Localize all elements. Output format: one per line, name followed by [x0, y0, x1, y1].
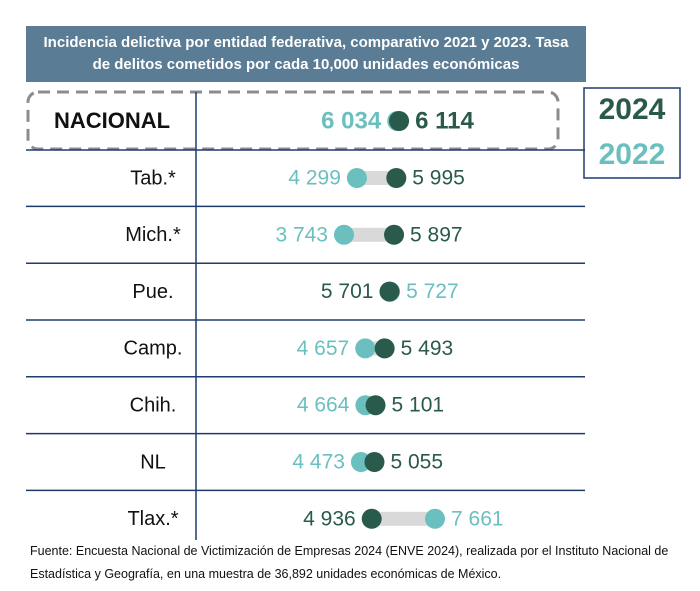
- value-label: 3 743: [275, 223, 328, 246]
- source-note: Fuente: Encuesta Nacional de Victimizaci…: [30, 544, 669, 581]
- value-label: 5 493: [401, 337, 454, 360]
- legend-entry: 2022: [599, 138, 666, 171]
- dot: [386, 168, 407, 188]
- value-label: 4 664: [297, 394, 350, 417]
- value-label: 5 995: [412, 167, 465, 190]
- value-label: 5 897: [410, 223, 463, 246]
- value-label: 6 114: [415, 107, 474, 134]
- value-label: 5 701: [321, 280, 374, 303]
- category-label: Chih.: [130, 394, 177, 416]
- dot: [384, 224, 405, 245]
- category-label: Mich.*: [125, 224, 181, 246]
- value-label: 4 299: [288, 167, 341, 190]
- category-label: NL: [140, 451, 166, 473]
- category-label: NACIONAL: [54, 108, 170, 133]
- highlight-box: [26, 90, 560, 151]
- connector: [344, 227, 395, 242]
- value-label: 4 936: [303, 507, 356, 530]
- value-label: 4 473: [292, 451, 345, 474]
- value-label: 4 657: [297, 337, 350, 360]
- dot: [365, 395, 386, 416]
- dot: [364, 452, 385, 472]
- category-label: Tab.*: [130, 167, 176, 189]
- dot: [355, 338, 376, 359]
- value-label: 7 661: [451, 507, 504, 530]
- category-label: Tlax.*: [127, 508, 178, 530]
- legend-box: [583, 87, 681, 179]
- value-label: 5 055: [390, 451, 443, 474]
- value-label: 6 034: [321, 107, 382, 134]
- dot: [361, 508, 382, 529]
- category-label: Pue.: [132, 281, 173, 303]
- chart: 2024 2022 NACIONAL 6 034 6 114 Tab.* 4 299 5 …: [26, 87, 681, 540]
- dot: [425, 508, 445, 529]
- legend-entry: 2024: [599, 93, 666, 126]
- dot: [334, 224, 354, 245]
- value-label: 5 101: [392, 394, 445, 417]
- chart-title: Incidencia delictiva por entidad federat…: [26, 26, 586, 82]
- category-label: Camp.: [124, 338, 183, 360]
- value-label: 5 727: [406, 280, 459, 303]
- connector: [356, 171, 397, 185]
- dot: [346, 168, 367, 188]
- dot: [374, 338, 395, 359]
- dot: [389, 111, 410, 131]
- dot: [379, 281, 400, 302]
- connector: [371, 511, 435, 526]
